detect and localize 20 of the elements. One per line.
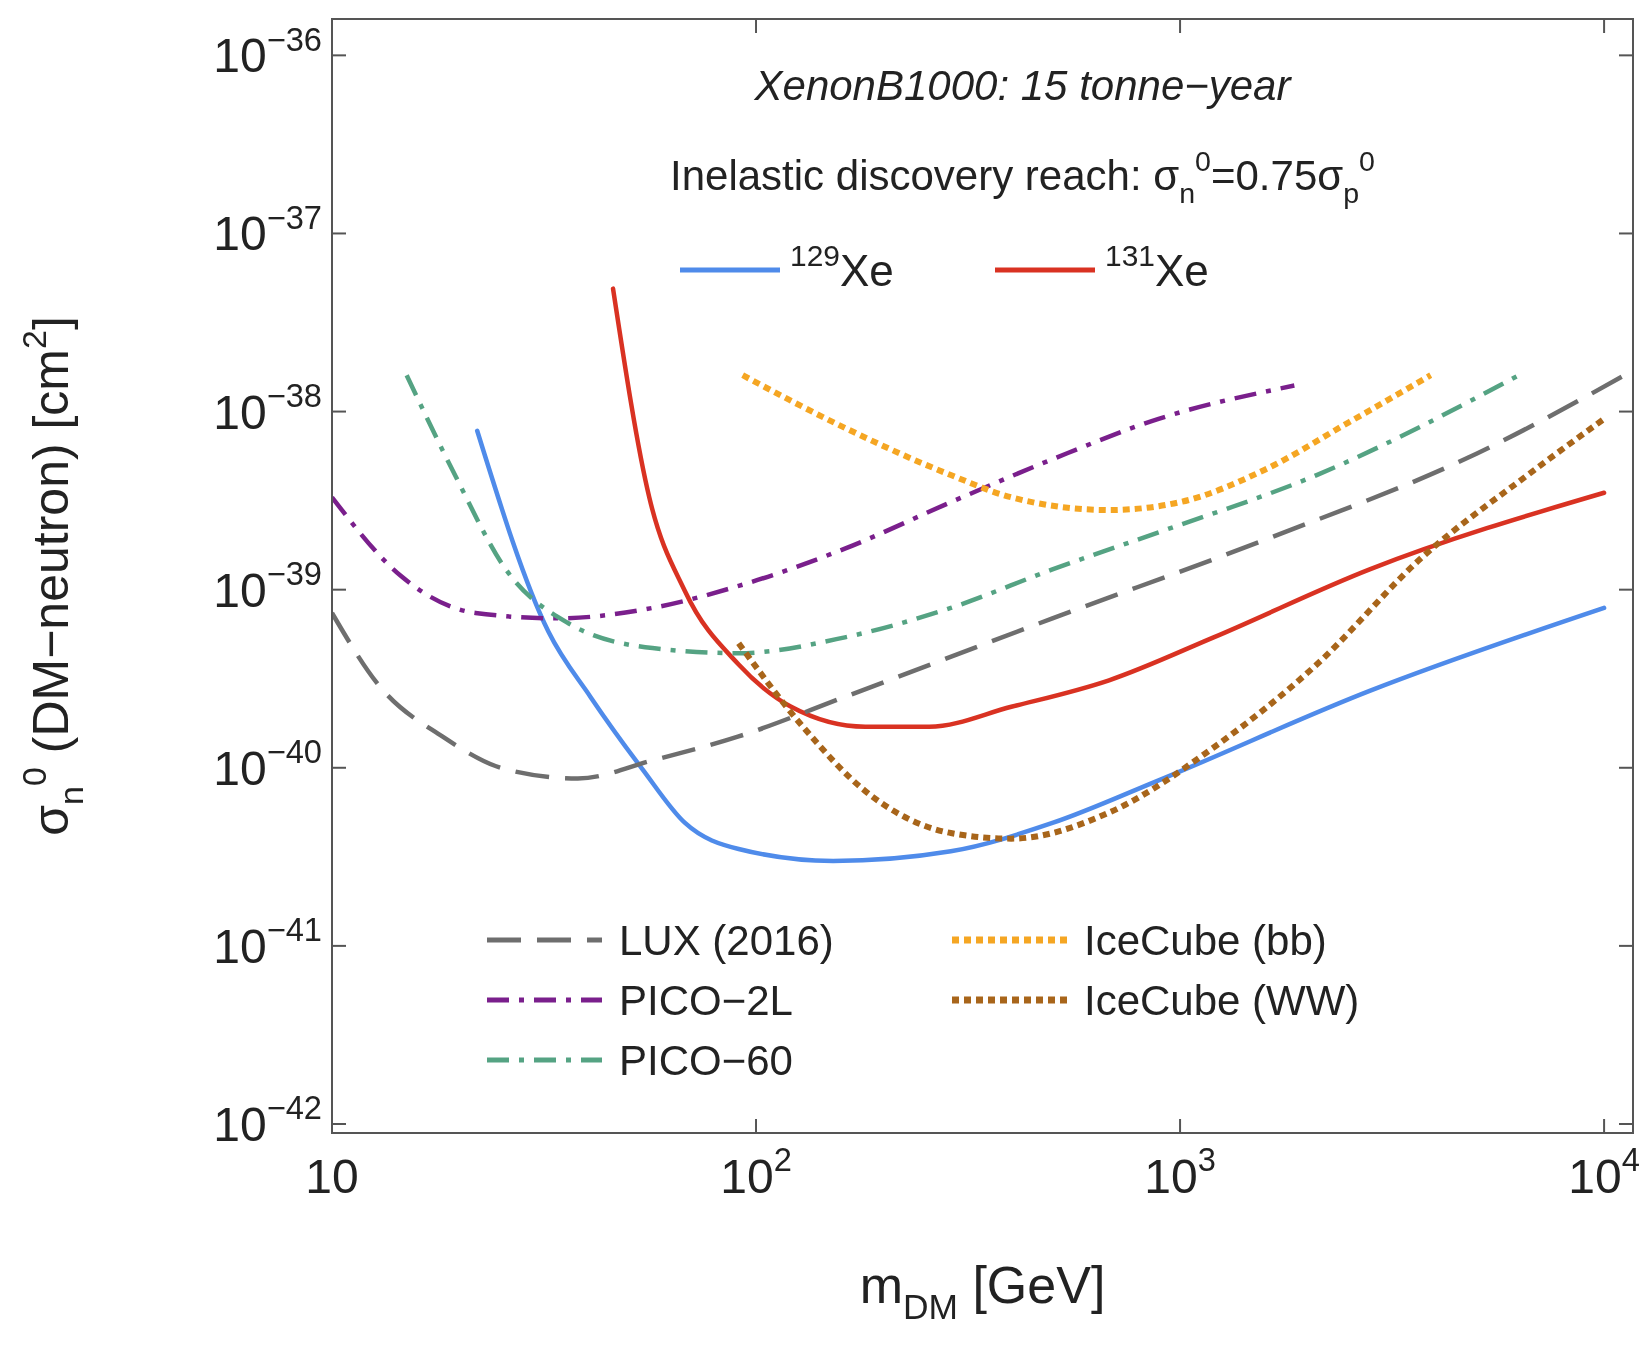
legend-label: IceCube (bb) — [1084, 917, 1327, 964]
legend-label: IceCube (WW) — [1084, 977, 1360, 1024]
x-tick-label: 10$^{4}$ — [1568, 1141, 1640, 1203]
legend-label: PICO−60 — [619, 1037, 793, 1084]
text: XenonB1000: 15 tonne−year — [753, 62, 1293, 109]
x-tick-label: 10$^{3}$ — [1144, 1141, 1216, 1203]
x-tick-label: 10$^{2}$ — [720, 1141, 792, 1203]
y-tick-label: 10$^{−42}$ — [213, 1089, 322, 1151]
y-tick-label: 10$^{−41}$ — [213, 911, 322, 973]
legend-label: LUX (2016) — [619, 917, 834, 964]
y-tick-label: 10$^{−36}$ — [213, 20, 322, 83]
y-tick-label: 10$^{−39}$ — [213, 555, 322, 617]
x-axis-title: m$_{DM}$ [GeV] — [859, 1256, 1106, 1326]
legend-label: PICO−2L — [619, 977, 793, 1024]
legend-label: $^{129}$Xe — [790, 239, 894, 295]
y-tick-label: 10$^{−40}$ — [213, 733, 322, 795]
legend-label: $^{131}$Xe — [1105, 239, 1209, 295]
x-tick-label: 10 — [305, 1150, 359, 1203]
y-tick-label: 10$^{−38}$ — [213, 376, 322, 439]
y-tick-label: 10$^{−37}$ — [213, 198, 322, 261]
